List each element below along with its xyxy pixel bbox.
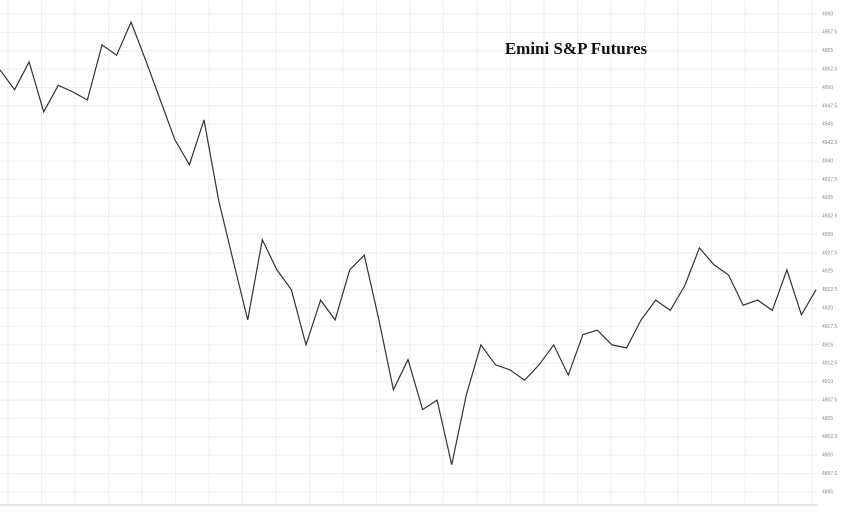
y-tick-label: 4937.5 <box>822 177 838 183</box>
y-tick-label: 4902.5 <box>822 434 838 440</box>
y-tick-label: 4897.5 <box>822 471 838 477</box>
y-tick-label: 4940 <box>822 158 833 164</box>
y-tick-label: 4915 <box>822 342 833 348</box>
y-tick-label: 4922.5 <box>822 287 838 293</box>
y-tick-label: 4935 <box>822 195 833 201</box>
y-tick-label: 4947.5 <box>822 103 838 109</box>
y-tick-label: 4905 <box>822 416 833 422</box>
y-tick-label: 4910 <box>822 379 833 385</box>
price-line <box>0 20 817 465</box>
y-tick-label: 4952.5 <box>822 66 838 72</box>
y-tick-label: 4925 <box>822 269 833 275</box>
y-tick-label: 4930 <box>822 232 833 238</box>
y-tick-label: 4955 <box>822 48 833 54</box>
y-tick-label: 4907.5 <box>822 397 838 403</box>
chart-title: Emini S&P Futures <box>505 39 648 58</box>
y-tick-label: 4932.5 <box>822 214 838 220</box>
y-tick-label: 4942.5 <box>822 140 838 146</box>
y-tick-label: 4945 <box>822 122 833 128</box>
y-tick-label: 4895 <box>822 489 833 495</box>
y-tick-label: 4912.5 <box>822 361 838 367</box>
y-tick-label: 4927.5 <box>822 250 838 256</box>
y-tick-label: 4950 <box>822 85 833 91</box>
y-tick-label: 4917.5 <box>822 324 838 330</box>
y-tick-label: 4920 <box>822 305 833 311</box>
y-tick-label: 4957.5 <box>822 30 838 36</box>
y-tick-label: 4900 <box>822 453 833 459</box>
y-tick-label: 4960 <box>822 11 833 17</box>
